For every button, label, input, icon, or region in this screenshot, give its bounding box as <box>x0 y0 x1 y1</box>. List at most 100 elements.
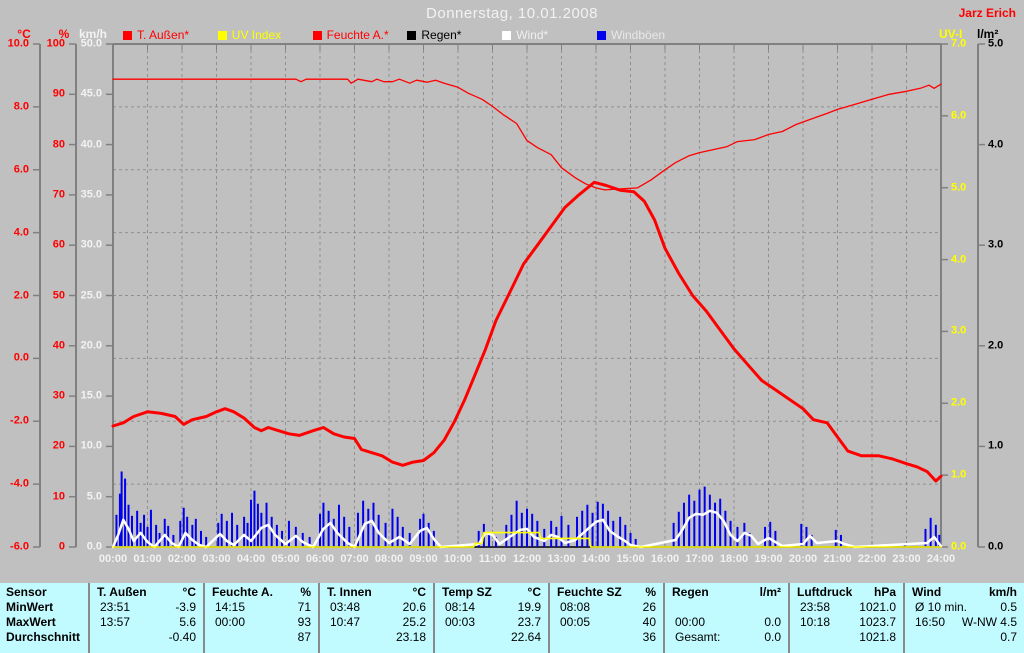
tick-label-uv: 6.0 <box>951 109 967 122</box>
tick-label-wind: 45.0 <box>80 87 102 100</box>
table-cell-time <box>435 630 445 645</box>
legend-swatch-icon <box>312 30 322 40</box>
table-cell-time: 00:00 <box>675 615 706 629</box>
legend-swatch-icon <box>502 30 512 40</box>
tick-label-temp: 4.0 <box>13 226 29 239</box>
x-tick-label: 00:00 <box>98 553 128 565</box>
table-row: 00:00 0.0 <box>665 615 788 630</box>
table-row: 14:15 71 <box>205 600 318 615</box>
tick-label-wind: 40.0 <box>80 138 102 151</box>
x-tick-label: 20:00 <box>788 553 818 565</box>
table-row: 23:58 1021.0 <box>790 600 903 615</box>
x-tick-label: 18:00 <box>719 553 749 565</box>
table-cell-value: 0.0 <box>764 630 781 644</box>
table-row: 23:51 -3.9 <box>90 600 203 615</box>
author-name: Jarz Erich <box>958 6 1016 20</box>
table-header-name: Feuchte SZ <box>557 585 622 599</box>
tick-label-wind: 15.0 <box>80 389 102 402</box>
table-header-name: Luftdruck <box>797 585 853 599</box>
legend-item: Wind* <box>502 28 548 42</box>
tick-label-temp: 10.0 <box>7 37 29 50</box>
table-cell-value: -3.9 <box>175 600 196 614</box>
table-cell-value: 1023.7 <box>859 615 896 629</box>
table-cell-value: W-NW 4.5 <box>961 615 1017 629</box>
legend-swatch-icon <box>217 30 227 40</box>
table-row: 1021.8 <box>790 630 903 645</box>
table-cell-value: 1021.0 <box>859 600 896 614</box>
tick-label-hum: 30 <box>52 389 65 402</box>
table-row-label: Durchschnitt <box>6 630 81 644</box>
table-cell-value: 0.5 <box>1000 600 1017 614</box>
tick-label-temp: -6.0 <box>10 540 29 553</box>
summary-table: Sensor MinWert MaxWert Durchschnitt T. Außen… <box>0 583 1024 653</box>
table-row: 36 <box>550 630 663 645</box>
table-cell-value: 25.2 <box>402 615 426 629</box>
table-header-unit: km/h <box>988 585 1017 599</box>
table-cell-time <box>205 630 215 645</box>
legend-swatch-icon <box>597 30 606 40</box>
table-header-unit: hPa <box>873 585 896 599</box>
table-cell-time <box>550 630 560 645</box>
tick-label-hum: 80 <box>52 138 65 151</box>
table-row: 10:47 25.2 <box>320 615 433 630</box>
x-tick-label: 08:00 <box>374 553 404 565</box>
table-cell-value: 1021.8 <box>859 630 896 644</box>
legend-item: T. Außen* <box>123 28 189 42</box>
table-row <box>665 600 788 615</box>
tick-label-temp: -2.0 <box>10 414 29 427</box>
table-cell-time: 08:08 <box>560 600 591 614</box>
table-cell-value: 87 <box>297 630 311 644</box>
legend-label: Windböen <box>611 28 666 42</box>
x-tick-label: 07:00 <box>340 553 369 565</box>
x-tick-label: 09:00 <box>409 553 438 565</box>
table-header-unit: °C <box>412 585 426 599</box>
legend-label: Feuchte A.* <box>326 28 389 42</box>
axis-header-wind: km/h <box>78 27 107 41</box>
table-header-row: Feuchte A.% <box>205 585 318 600</box>
table-row: 0.7 <box>905 630 1024 645</box>
tick-label-uv: 1.0 <box>951 468 967 481</box>
table-cell-time: 23:51 <box>100 600 131 614</box>
page-title: Donnerstag, 10.01.2008 <box>426 5 598 22</box>
table-header-unit: % <box>645 585 656 599</box>
table-row-label: MinWert <box>6 600 54 614</box>
tick-label-temp: -4.0 <box>10 477 29 490</box>
x-tick-label: 04:00 <box>236 553 266 565</box>
table-row: -0.40 <box>90 630 203 645</box>
table-cell-time <box>905 630 915 645</box>
table-cell-time: Ø 10 min. <box>915 600 968 614</box>
axis-header-rain: l/m² <box>977 27 999 41</box>
table-column-feuchte-sz: Feuchte SZ% 08:08 26 00:05 40 36 <box>548 583 663 653</box>
tick-label-rain: 1.0 <box>988 439 1004 452</box>
table-cell-time <box>665 600 675 615</box>
tick-label-temp: 8.0 <box>13 100 29 113</box>
table-header-name: T. Innen <box>327 585 372 599</box>
table-row-label: MaxWert <box>6 615 56 629</box>
legend-item: UV Index <box>217 28 281 42</box>
table-header-unit: % <box>300 585 311 599</box>
table-header-name: Temp SZ <box>442 585 492 599</box>
table-header-name: Wind <box>912 585 942 599</box>
tick-label-wind: 20.0 <box>80 339 102 352</box>
axis-header-uv: UV-I <box>939 27 963 41</box>
x-tick-label: 05:00 <box>271 553 300 565</box>
table-cell-time: 08:14 <box>445 600 476 614</box>
table-header-unit: l/m² <box>759 585 781 599</box>
tick-label-uv: 2.0 <box>951 396 967 409</box>
table-column-luftdruck: Luftdruck hPa 23:58 1021.0 10:18 1023.7 1021.8 <box>788 583 903 653</box>
tick-label-uv: 4.0 <box>951 253 967 266</box>
tick-label-rain: 5.0 <box>988 37 1004 50</box>
table-cell-time <box>90 630 100 645</box>
table-row-labels: Sensor MinWert MaxWert Durchschnitt <box>0 583 88 653</box>
x-tick-label: 01:00 <box>133 553 162 565</box>
table-cell-value: 23.18 <box>395 630 426 644</box>
table-cell-time: 00:03 <box>445 615 476 629</box>
table-header-row: Luftdruck hPa <box>790 585 903 600</box>
tick-label-uv: 7.0 <box>951 37 967 50</box>
x-tick-label: 17:00 <box>685 553 714 565</box>
x-tick-label: 11:00 <box>478 553 507 565</box>
table-row: 87 <box>205 630 318 645</box>
table-column-wind: Wind km/h Ø 10 min. 0.5 16:50 W-NW 4.5 0.7 <box>903 583 1024 653</box>
table-cell-time <box>790 630 800 645</box>
